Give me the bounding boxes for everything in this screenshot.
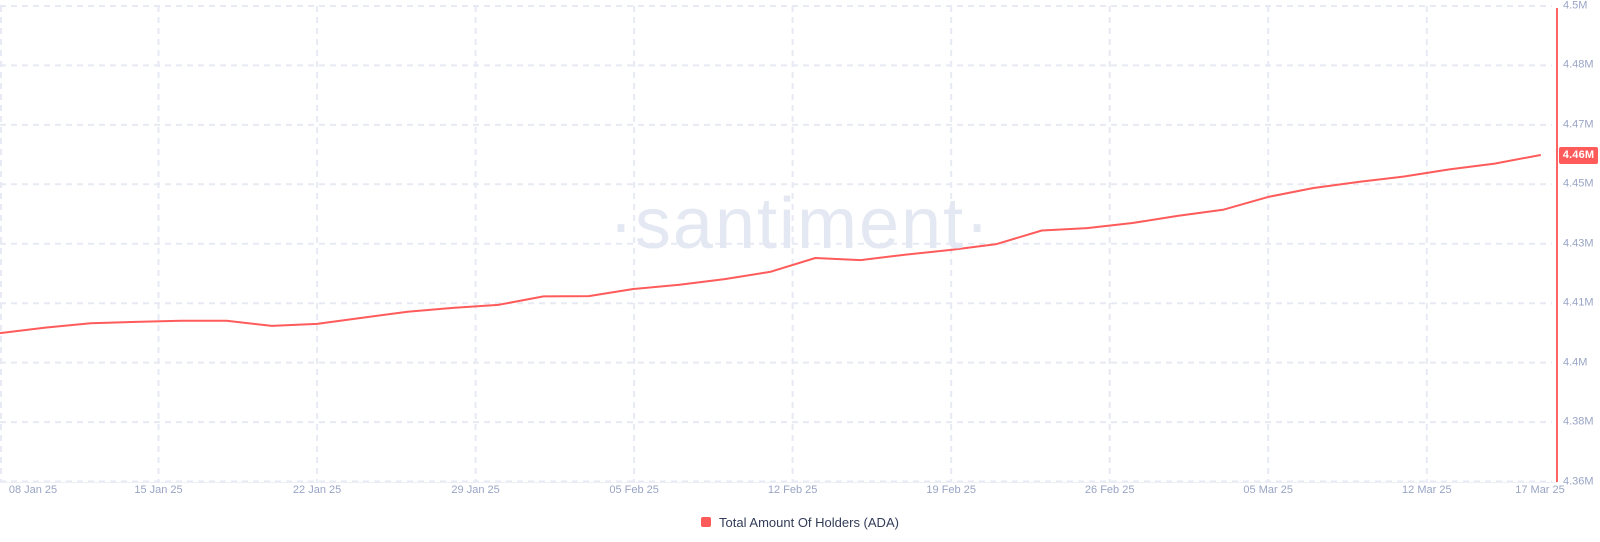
holders-line-series[interactable] xyxy=(0,154,1541,335)
x-tick-label: 26 Feb 25 xyxy=(1084,484,1135,496)
x-tick-label: 08 Jan 25 xyxy=(8,484,58,496)
x-tick-label: 17 Mar 25 xyxy=(1515,484,1565,496)
x-tick-label: 05 Feb 25 xyxy=(609,484,659,496)
y-axis-line xyxy=(1556,8,1558,482)
y-tick-label: 4.4M xyxy=(1563,356,1588,369)
y-tick-label: 4.41M xyxy=(1563,296,1594,309)
x-tick-label: 15 Jan 25 xyxy=(134,484,183,496)
x-tick-label: 19 Feb 25 xyxy=(926,484,976,496)
x-axis-line xyxy=(0,482,1557,483)
legend-item-total-holders[interactable]: Total Amount Of Holders (ADA) xyxy=(701,515,899,530)
x-tick-label: 22 Jan 25 xyxy=(292,484,342,496)
x-tick-label: 12 Mar 25 xyxy=(1402,484,1452,496)
x-tick-label: 29 Jan 25 xyxy=(451,484,500,496)
x-tick-label: 12 Feb 25 xyxy=(767,484,818,496)
y-tick-label: 4.36M xyxy=(1563,475,1594,487)
y-tick-label: 4.43M xyxy=(1563,237,1594,250)
y-tick-label: 4.5M xyxy=(1563,0,1588,12)
y-tick-label: 4.45M xyxy=(1563,177,1594,190)
y-tick-label: 4.48M xyxy=(1563,58,1594,71)
legend-item-label: Total Amount Of Holders (ADA) xyxy=(719,514,899,530)
last-value-badge: 4.46M xyxy=(1559,146,1598,164)
x-tick-label: 05 Mar 25 xyxy=(1243,484,1293,496)
y-tick-label: 4.47M xyxy=(1563,118,1594,131)
legend-marker-icon xyxy=(701,517,712,527)
legend: Total Amount Of Holders (ADA) xyxy=(0,513,1600,531)
y-tick-label: 4.38M xyxy=(1563,415,1594,428)
